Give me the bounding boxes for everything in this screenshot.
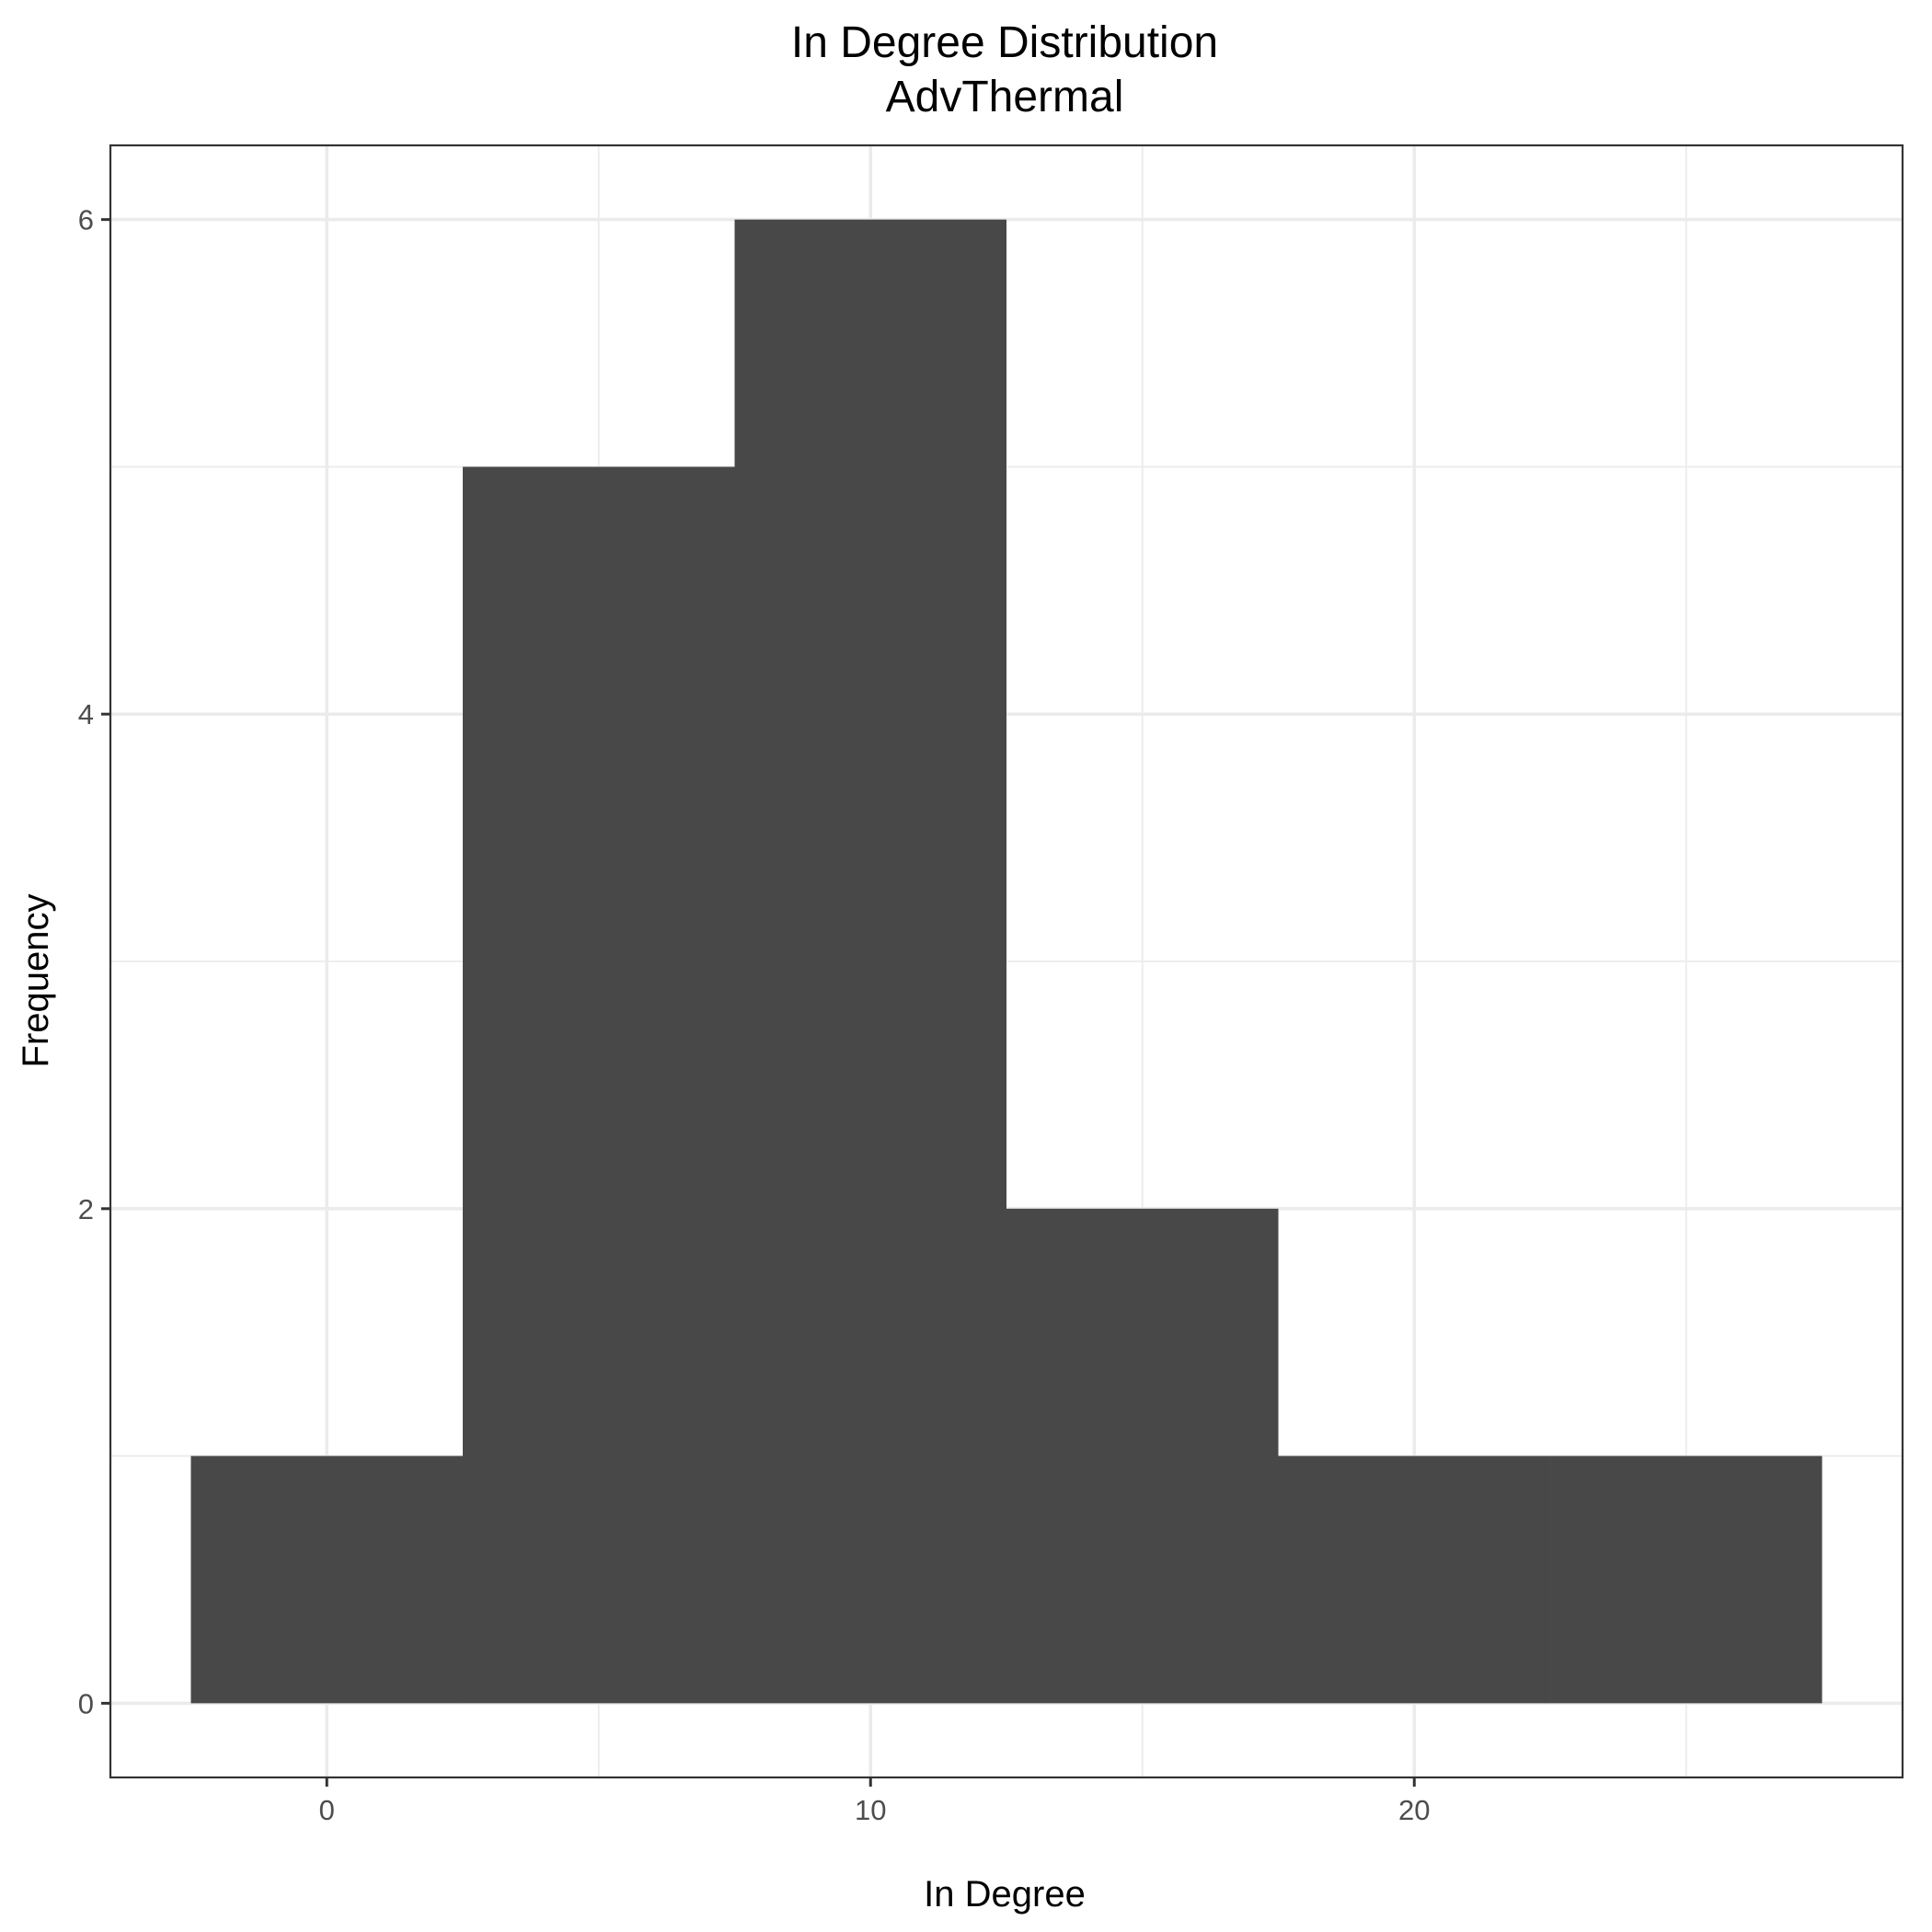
y-tick-label: 4 (78, 698, 94, 730)
chart-subtitle: AdvThermal (886, 73, 1124, 121)
x-axis-title: In Degree (924, 1874, 1086, 1915)
x-tick-label: 20 (1398, 1794, 1430, 1826)
histogram-bar-2 (462, 466, 735, 1704)
histogram-bar-5 (1278, 1455, 1551, 1704)
y-tick-label: 0 (78, 1687, 94, 1719)
histogram-bars (190, 219, 1823, 1704)
histogram-bar-4 (1006, 1208, 1279, 1704)
histogram-bar-1 (190, 1455, 463, 1704)
x-tick-label: 0 (319, 1794, 335, 1826)
histogram-bar-3 (734, 219, 1006, 1704)
y-tick-label: 6 (78, 204, 94, 236)
y-tick-label: 2 (78, 1193, 94, 1225)
x-tick-label: 10 (855, 1794, 886, 1826)
axis-ticks: 0 10 20 0 2 4 6 (78, 204, 1431, 1826)
histogram-bar-6 (1550, 1455, 1823, 1704)
chart-title: In Degree Distribution (791, 18, 1218, 67)
panel-border (109, 144, 1904, 1779)
y-axis-title: Frequency (16, 894, 56, 1068)
